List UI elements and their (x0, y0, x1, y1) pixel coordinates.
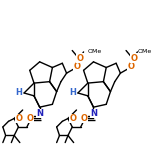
Text: H: H (69, 88, 76, 97)
Text: N: N (90, 109, 97, 118)
Text: O: O (128, 62, 135, 71)
Text: O: O (76, 54, 84, 63)
Text: O: O (74, 62, 81, 71)
Text: O: O (130, 54, 137, 63)
Text: OMe: OMe (88, 49, 102, 54)
Text: O: O (27, 114, 34, 123)
Text: O: O (81, 114, 88, 123)
Text: OMe: OMe (137, 49, 152, 54)
Text: N: N (36, 109, 43, 118)
Text: O: O (69, 114, 76, 123)
Text: O: O (16, 114, 23, 123)
Text: H: H (16, 88, 22, 97)
